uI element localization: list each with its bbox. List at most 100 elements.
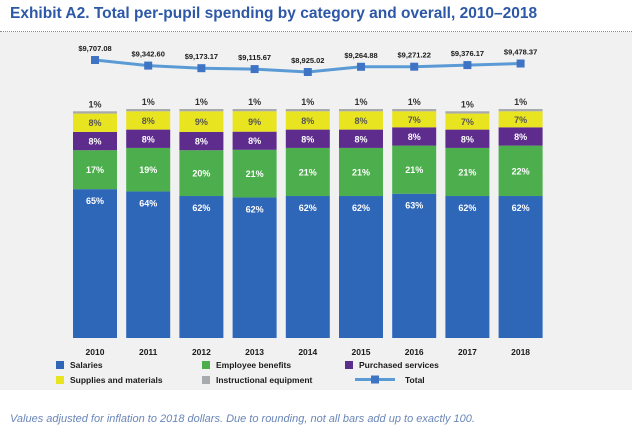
data-label-instructional-equipment-2018: 1% [514,97,527,107]
total-marker-2016 [410,62,419,71]
x-tick-label-2016: 2016 [405,347,424,357]
bar-purchased-services-2011 [126,129,171,148]
legend-total-marker [371,375,379,384]
total-marker-2018 [516,59,525,68]
data-label-supplies-and-materials-2010: 8% [88,118,101,128]
data-label-purchased-services-2014: 8% [301,134,314,144]
data-label-employee-benefits-2013: 21% [246,169,264,179]
stacked-bar-chart: 65% 17% 8% 8% 1% 2010 64% 19% 8% 8% 1% 2011 62% 20% 8%… [56,44,543,385]
bar-instructional-equipment-2014 [285,109,330,112]
bar-employee-benefits-2012 [179,150,224,197]
legend-swatch-salaries [56,361,64,369]
chart-title: Exhibit A2. Total per-pupil spending by … [10,5,538,22]
bar-supplies-and-materials-2013 [232,111,277,132]
bar-supplies-and-materials-2014 [285,111,330,130]
bar-salaries-2012 [179,196,224,338]
legend-swatch-purchased-services [345,361,353,369]
total-value-label-2013: $9,115.67 [238,53,271,62]
bar-salaries-2018 [498,196,543,338]
bar-instructional-equipment-2016 [392,109,437,112]
legend-swatch-supplies-and-materials [56,376,64,384]
data-label-employee-benefits-2011: 19% [139,165,157,175]
x-tick-label-2012: 2012 [192,347,211,357]
bar-supplies-and-materials-2011 [126,111,171,130]
total-marker-2011 [144,61,153,70]
legend-label-supplies-and-materials: Supplies and materials [70,375,163,385]
bar-salaries-2015 [339,196,383,338]
bar-instructional-equipment-2013 [232,109,277,112]
total-value-label-2014: $8,925.02 [291,56,324,65]
total-value-label-2010: $9,707.08 [78,44,111,53]
data-label-supplies-and-materials-2014: 8% [301,116,314,126]
total-value-label-2011: $9,342.60 [132,50,165,59]
total-marker-2010 [91,56,99,64]
bar-employee-benefits-2015 [339,147,383,197]
total-value-label-2017: $9,376.17 [451,49,484,58]
data-label-purchased-services-2013: 8% [248,136,261,146]
bar-employee-benefits-2011 [126,147,171,192]
bar-purchased-services-2017 [445,129,490,148]
bar-employee-benefits-2014 [285,147,330,197]
total-marker-2015 [357,62,365,71]
data-label-salaries-2013: 62% [246,204,264,214]
total-value-label-2012: $9,173.17 [185,52,218,61]
bar-salaries-2011 [126,191,171,338]
bar-purchased-services-2010 [73,131,117,151]
bar-supplies-and-materials-2015 [339,111,383,130]
data-label-purchased-services-2011: 8% [142,134,155,144]
bar-salaries-2016 [392,193,437,338]
bar-employee-benefits-2010 [73,150,117,190]
data-label-instructional-equipment-2016: 1% [408,97,421,107]
data-label-salaries-2017: 62% [458,203,476,213]
data-label-employee-benefits-2016: 21% [405,165,423,175]
legend-label-purchased-services: Purchased services [359,360,439,370]
bar-instructional-equipment-2012 [179,109,224,112]
data-label-employee-benefits-2018: 22% [512,166,530,176]
x-tick-label-2015: 2015 [352,347,371,357]
x-tick-label-2013: 2013 [245,347,264,357]
bar-supplies-and-materials-2012 [179,111,224,132]
data-label-employee-benefits-2015: 21% [352,167,370,177]
legend-label-employee-benefits: Employee benefits [216,360,291,370]
bar-purchased-services-2015 [339,129,383,148]
total-marker-2017 [463,61,472,70]
bar-instructional-equipment-2011 [126,109,171,112]
data-label-purchased-services-2015: 8% [354,134,367,144]
data-label-salaries-2016: 63% [405,201,423,211]
data-label-purchased-services-2018: 8% [514,132,527,142]
x-tick-label-2014: 2014 [298,347,317,357]
chart-area: 65% 17% 8% 8% 1% 2010 64% 19% 8% 8% 1% 2011 62% 20% 8%… [0,32,632,390]
data-label-supplies-and-materials-2012: 9% [195,117,208,127]
data-label-supplies-and-materials-2018: 7% [514,115,527,125]
x-tick-label-2011: 2011 [139,347,158,357]
bar-employee-benefits-2013 [232,149,277,198]
bar-purchased-services-2014 [285,129,330,148]
bar-purchased-services-2013 [232,131,277,150]
data-label-supplies-and-materials-2015: 8% [354,116,367,126]
data-label-supplies-and-materials-2017: 7% [461,117,474,127]
data-label-purchased-services-2016: 8% [408,132,421,142]
data-label-instructional-equipment-2012: 1% [195,97,208,107]
bar-employee-benefits-2018 [498,145,543,197]
x-tick-label-2010: 2010 [86,347,105,357]
bar-supplies-and-materials-2016 [392,111,437,128]
data-label-salaries-2010: 65% [86,196,104,206]
bar-supplies-and-materials-2017 [445,113,490,130]
data-label-instructional-equipment-2015: 1% [354,97,367,107]
bar-supplies-and-materials-2010 [73,113,117,132]
bar-purchased-services-2018 [498,127,543,146]
footnote: Values adjusted for inflation to 2018 do… [10,413,475,425]
data-label-salaries-2014: 62% [299,203,317,213]
data-label-salaries-2012: 62% [192,203,210,213]
bar-supplies-and-materials-2018 [498,111,543,128]
data-label-instructional-equipment-2011: 1% [142,97,155,107]
total-marker-2014 [303,68,312,76]
data-label-employee-benefits-2012: 20% [192,169,210,179]
bar-instructional-equipment-2018 [498,109,543,112]
legend-label-instructional-equipment: Instructional equipment [216,375,313,385]
bar-instructional-equipment-2017 [445,111,490,114]
data-label-employee-benefits-2010: 17% [86,165,104,175]
data-label-purchased-services-2017: 8% [461,134,474,144]
data-label-instructional-equipment-2014: 1% [301,97,314,107]
title-divider [0,31,632,32]
